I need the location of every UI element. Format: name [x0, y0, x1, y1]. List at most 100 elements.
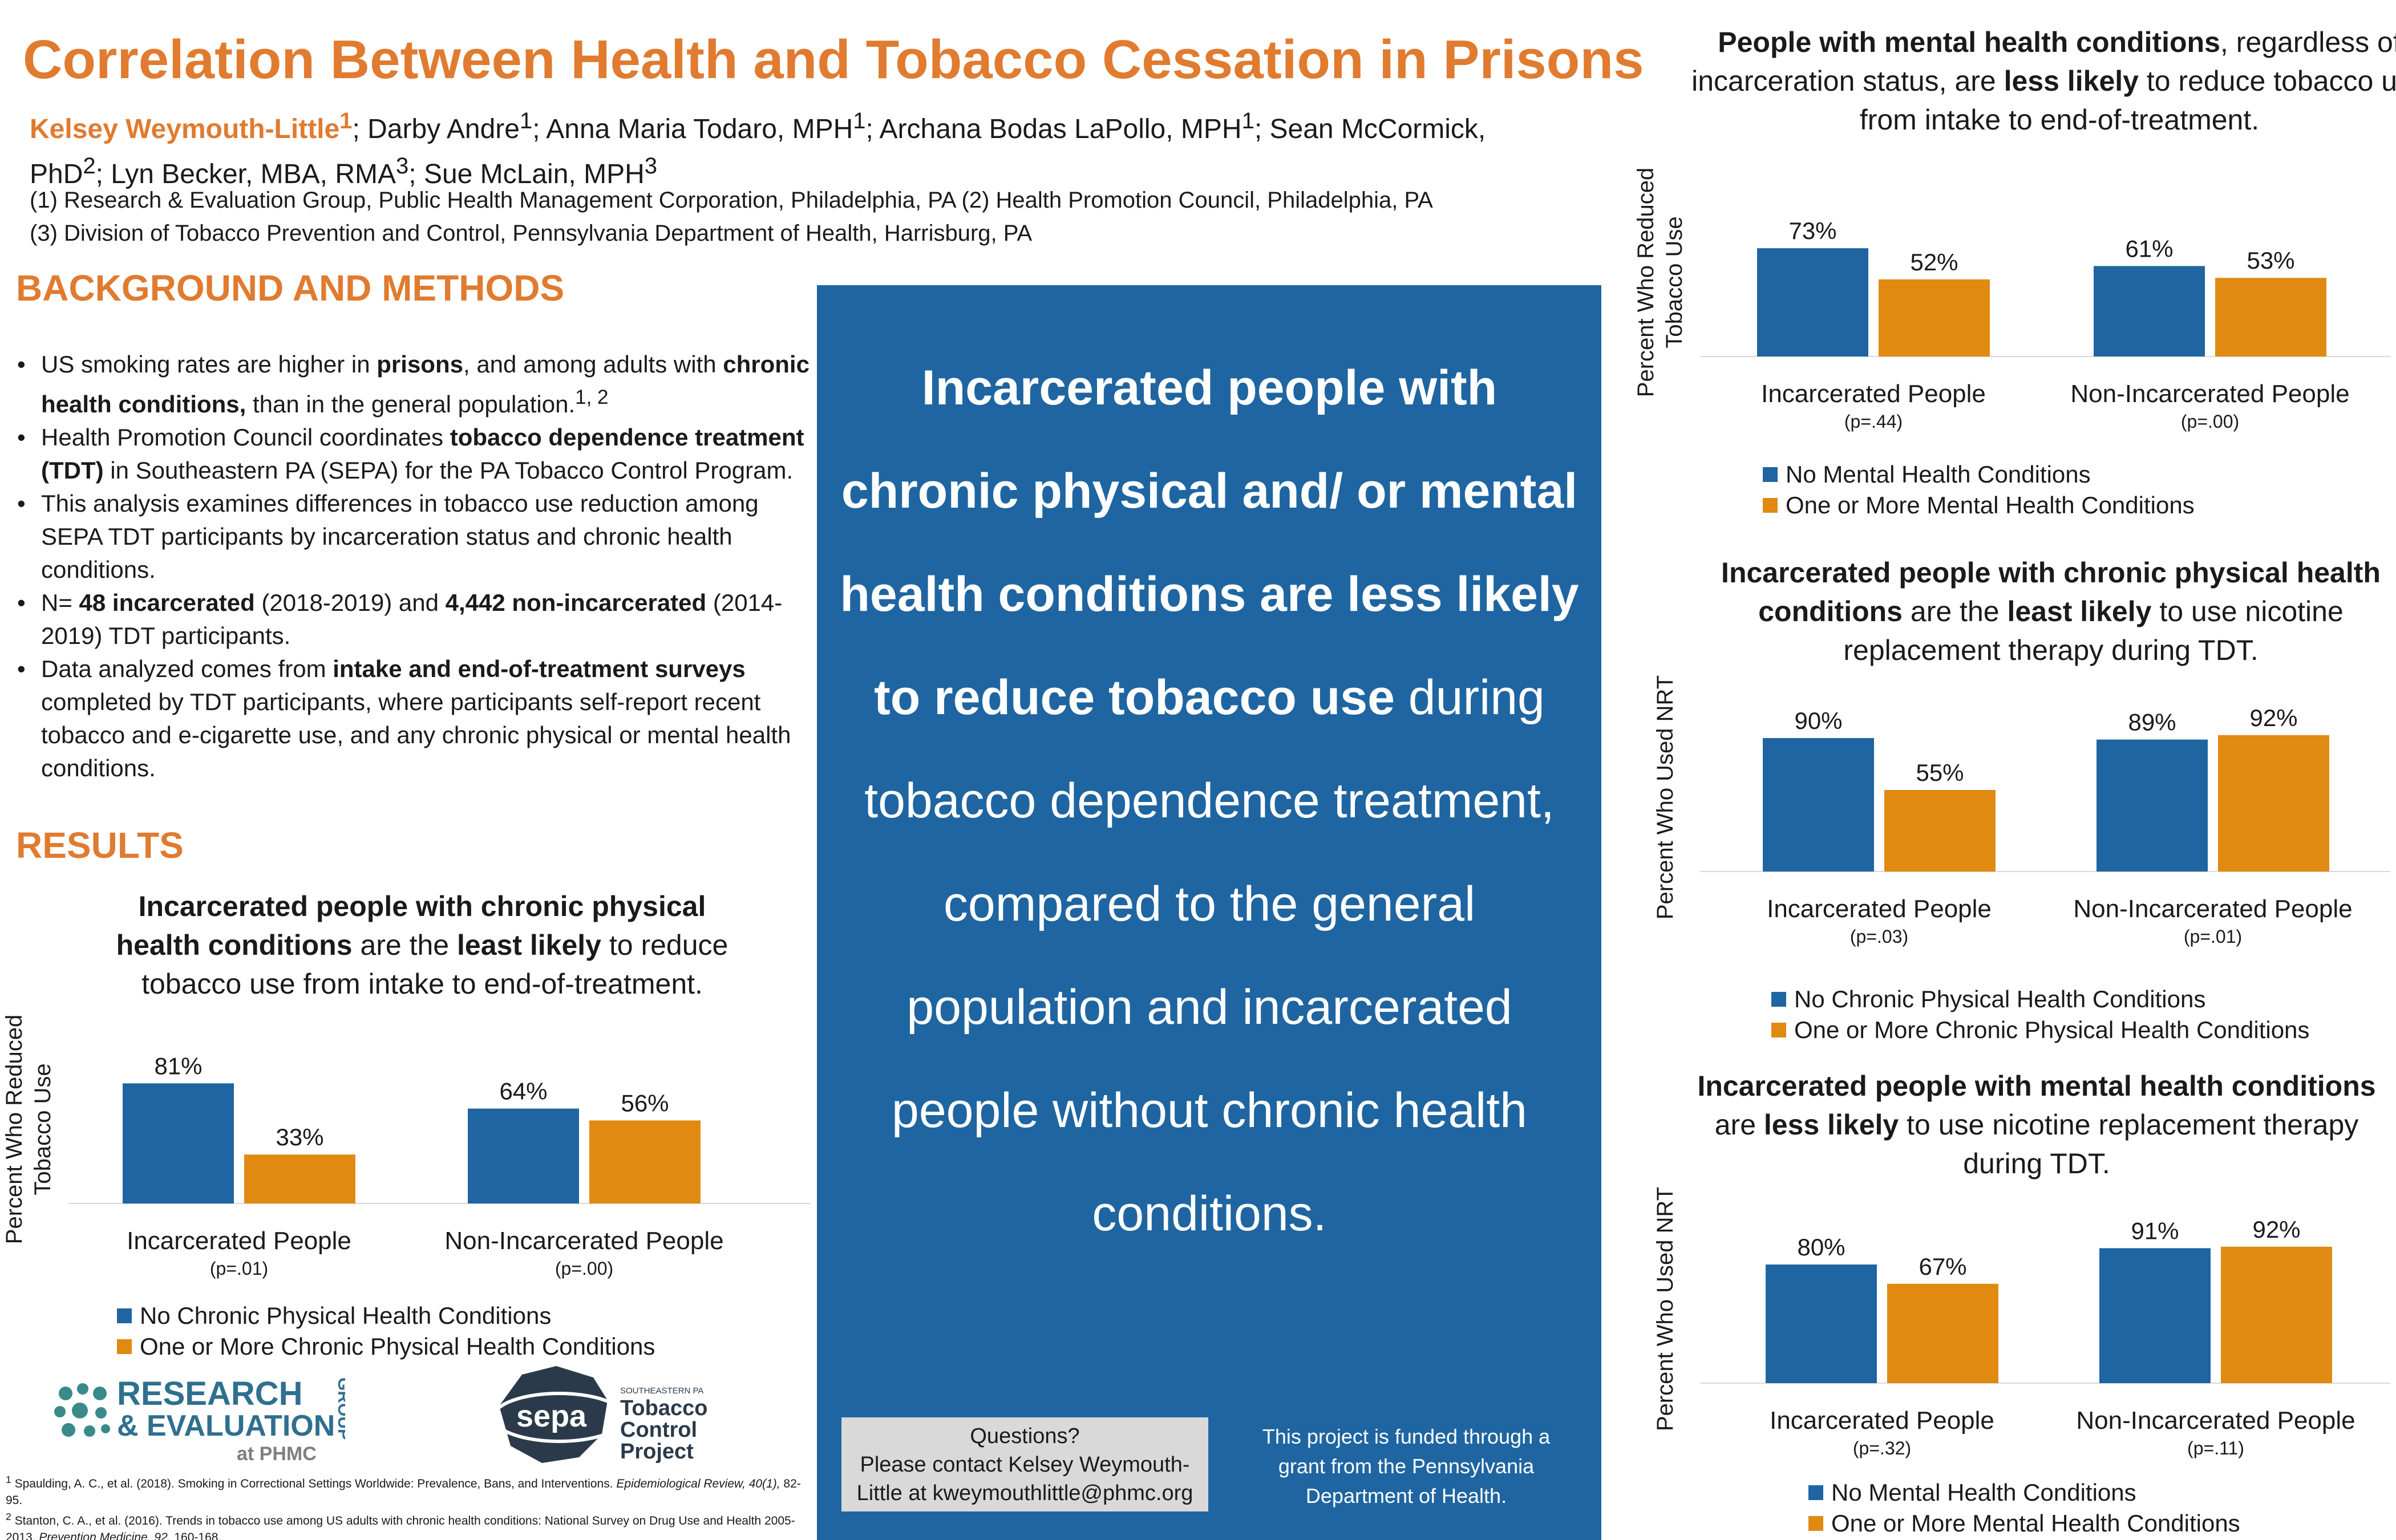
bar	[2096, 739, 2208, 872]
background-list: US smoking rates are higher in prisons, …	[17, 348, 821, 785]
chart-4-legend: No Mental Health Conditions One or More M…	[1808, 1477, 2240, 1539]
sepa-line-1: Tobacco	[620, 1396, 707, 1420]
chart-title-part: least likely	[457, 929, 601, 961]
author-4: ; Archana Bodas LaPollo, MPH	[865, 114, 1242, 144]
sepa-line-3: Project	[620, 1440, 694, 1464]
y-axis-label-line: Percent Who Used NRT	[1653, 675, 1678, 919]
p-value-label: (p=.03)	[1850, 926, 1908, 947]
list-item: This analysis examines differences in to…	[17, 487, 821, 586]
category-label: Non-Incarcerated People	[2076, 1407, 2355, 1434]
legend-entry: No Chronic Physical Health Conditions	[1771, 984, 2309, 1015]
chart-2: Percent Who Reduced Tobacco Use 73% 52% Inca…	[1633, 168, 2390, 432]
legend-label: No Mental Health Conditions	[1786, 461, 2091, 488]
p-value-label: (p=.00)	[555, 1258, 613, 1279]
category-label: Non-Incarcerated People	[2073, 895, 2352, 923]
lead-author-sup: 1	[339, 108, 353, 133]
data-label: 92%	[2252, 1216, 2300, 1243]
legend-entry: One or More Mental Health Conditions	[1763, 490, 2195, 521]
bar	[1879, 279, 1990, 356]
category-label: Incarcerated People	[1770, 1407, 1994, 1434]
data-label: 73%	[1788, 217, 1836, 244]
rg-at: at PHMC	[237, 1443, 317, 1465]
questions-box: Questions? Please contact Kelsey Weymout…	[841, 1417, 1208, 1511]
bar	[2094, 266, 2205, 356]
chart-2-legend: No Mental Health Conditions One or More M…	[1763, 459, 2195, 521]
chart-title-part: to reduce tobacco use from intake to end…	[141, 929, 728, 1000]
legend-swatch	[1771, 1023, 1786, 1038]
chart-title-part: are the	[352, 929, 457, 961]
chart-title-part: People with mental health conditions	[1718, 26, 2220, 58]
author-3: ; Anna Maria Todaro, MPH	[532, 114, 853, 144]
chart-1-legend: No Chronic Physical Health Conditions One…	[117, 1300, 655, 1362]
results-heading: RESULTS	[16, 825, 184, 866]
key-finding-rest: during tobacco dependence treatment, com…	[864, 670, 1555, 1241]
chart-title-part: Incarcerated people with chronic physica…	[116, 890, 706, 961]
y-axis-label: Percent Who Reduced Tobacco Use	[2, 1015, 55, 1244]
affiliation-line-2: (3) Division of Tobacco Prevention and C…	[30, 221, 1033, 246]
rg-emblem-icon	[54, 1383, 110, 1437]
sepa-small: SOUTHEASTERN PA	[620, 1386, 703, 1396]
author-7-sup: 3	[644, 153, 657, 179]
bar	[2218, 735, 2329, 872]
bar	[2099, 1248, 2211, 1383]
bar	[244, 1154, 355, 1203]
chart-title-part: are the	[1903, 595, 2008, 627]
chart-title-part: less likely	[1763, 1109, 1899, 1141]
legend-label: No Chronic Physical Health Conditions	[1794, 986, 2206, 1012]
category-label: Incarcerated People	[1761, 380, 1986, 408]
p-value-label: (p=.32)	[1853, 1438, 1911, 1458]
bar	[123, 1083, 234, 1203]
category-label: Incarcerated People	[1767, 895, 1992, 923]
legend-entry: One or More Chronic Physical Health Cond…	[117, 1331, 655, 1362]
data-label: 52%	[1910, 249, 1958, 275]
legend-swatch	[1771, 992, 1786, 1007]
research-evaluation-logo: RESEARCH & EVALUATION GROUP at PHMC	[48, 1366, 345, 1466]
y-axis-label-line: Percent Who Reduced	[2, 1015, 27, 1244]
affiliation-line-1: (1) Research & Evaluation Group, Public …	[30, 188, 1433, 213]
chart-3: Percent Who Used NRT 90% 55% Incarcerated P…	[1653, 675, 2390, 947]
legend-entry: No Mental Health Conditions	[1808, 1477, 2240, 1508]
data-label: 89%	[2128, 709, 2176, 736]
questions-contact: Please contact Kelsey Weymouth-Little at…	[856, 1453, 1193, 1505]
legend-label: No Mental Health Conditions	[1831, 1479, 2136, 1506]
lead-author: Kelsey Weymouth-Little	[30, 114, 340, 144]
legend-entry: One or More Chronic Physical Health Cond…	[1771, 1015, 2309, 1045]
author-5: ; Sean McCormick, PhD	[30, 114, 1486, 189]
sepa-word: sepa	[516, 1399, 587, 1433]
p-value-label: (p=.11)	[2187, 1438, 2244, 1458]
y-axis-label: Percent Who Used NRT	[1653, 1187, 1678, 1431]
data-label: 90%	[1794, 707, 1842, 734]
list-item: Data analyzed comes from intake and end-…	[17, 653, 821, 785]
bar	[1887, 1283, 1998, 1383]
category-label: Non-Incarcerated People	[444, 1227, 723, 1255]
y-axis-label-line: Tobacco Use	[1662, 216, 1687, 348]
chart-title-part: less likely	[2004, 65, 2139, 97]
list-item: N= 48 incarcerated (2018-2019) and 4,442…	[17, 586, 821, 653]
author-4-sup: 1	[1241, 108, 1254, 133]
key-finding-bold: Incarcerated people with chronic physica…	[840, 360, 1579, 725]
data-label: 53%	[2247, 247, 2294, 274]
author-6-sup: 3	[396, 153, 409, 179]
bar	[1766, 1265, 1877, 1383]
y-axis-label: Percent Who Used NRT	[1653, 675, 1678, 919]
y-axis-label-line: Percent Who Reduced	[1633, 168, 1658, 397]
rg-line-1: RESEARCH	[117, 1375, 303, 1412]
chart-title-part: are	[1714, 1109, 1764, 1141]
affiliations: (1) Research & Evaluation Group, Public …	[30, 184, 1570, 250]
funding-note: This project is funded through a grant f…	[1262, 1425, 1551, 1507]
author-3-sup: 1	[853, 108, 866, 133]
sepa-logo: sepa SOUTHEASTERN PA Tobacco Control Pro…	[492, 1366, 707, 1464]
y-axis-label: Percent Who Reduced Tobacco Use	[1633, 168, 1687, 397]
chart-1-title: Incarcerated people with chronic physica…	[108, 887, 736, 1003]
questions-heading: Questions?	[970, 1424, 1080, 1448]
chart-title-part: to reduce tobacco use from intake to end…	[1859, 65, 2396, 136]
chart-2-title: People with mental health conditions, re…	[1689, 23, 2396, 139]
author-2-sup: 1	[519, 108, 533, 133]
data-label: 92%	[2249, 704, 2297, 731]
legend-label: No Chronic Physical Health Conditions	[140, 1302, 552, 1329]
bar	[2221, 1246, 2332, 1383]
chart-3-legend: No Chronic Physical Health Conditions One…	[1771, 984, 2309, 1045]
p-value-label: (p=.01)	[2184, 926, 2242, 947]
bar	[2215, 278, 2326, 356]
y-axis-label-line: Percent Who Used NRT	[1653, 1187, 1678, 1431]
